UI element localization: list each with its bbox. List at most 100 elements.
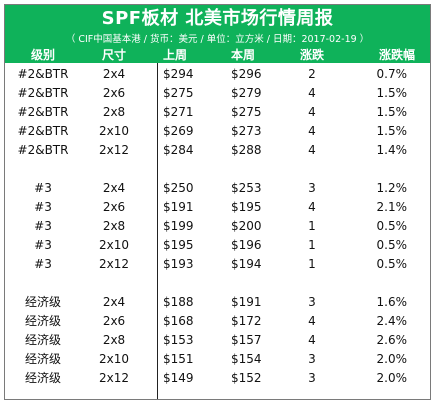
cell-grade: #2&BTR: [17, 86, 69, 100]
table-row: 经济级 2x10 $151 $154 3 2.0%: [5, 350, 430, 369]
cell-change-pct: 2.4%: [376, 314, 408, 328]
cell-size: 2x10: [98, 238, 129, 252]
column-header-last-week: 上周: [163, 48, 188, 62]
cell-change: 3: [308, 295, 316, 309]
cell-change: 3: [308, 371, 316, 385]
cell-last-week: $294: [163, 67, 194, 81]
price-report-sheet: SPF板材 北美市场行情周报 （ CIF中国基本港 / 货币：美元 / 单位：立…: [4, 4, 431, 400]
cell-this-week: $275: [231, 105, 262, 119]
table-row: #2&BTR 2x6 $275 $279 4 1.5%: [5, 84, 430, 103]
cell-this-week: $279: [231, 86, 262, 100]
cell-this-week: $152: [231, 371, 262, 385]
cell-size: 2x8: [102, 333, 126, 347]
cell-grade: #2&BTR: [17, 124, 69, 138]
cell-change: 1: [308, 219, 316, 233]
cell-size: 2x4: [102, 67, 126, 81]
table-row: #2&BTR 2x12 $284 $288 4 1.4%: [5, 141, 430, 160]
cell-last-week: $199: [163, 219, 194, 233]
cell-change-pct: 2.6%: [376, 333, 408, 347]
table-row: #3 2x8 $199 $200 1 0.5%: [5, 217, 430, 236]
column-header-size: 尺寸: [101, 48, 126, 62]
cell-change: 1: [308, 257, 316, 271]
cell-size: 2x12: [98, 143, 129, 157]
table-row: 经济级 2x6 $168 $172 4 2.4%: [5, 312, 430, 331]
cell-change-pct: 0.5%: [376, 238, 408, 252]
cell-change-pct: 1.4%: [376, 143, 408, 157]
cell-last-week: $193: [163, 257, 194, 271]
cell-this-week: $288: [231, 143, 262, 157]
cell-last-week: $269: [163, 124, 194, 138]
cell-size: 2x8: [102, 105, 126, 119]
cell-last-week: $275: [163, 86, 194, 100]
cell-last-week: $191: [163, 200, 194, 214]
cell-change-pct: 1.5%: [376, 86, 408, 100]
report-header: SPF板材 北美市场行情周报 （ CIF中国基本港 / 货币：美元 / 单位：立…: [5, 5, 430, 47]
cell-grade: 经济级: [24, 371, 61, 385]
cell-grade: 经济级: [24, 352, 61, 366]
cell-this-week: $157: [231, 333, 262, 347]
cell-grade: #3: [34, 219, 52, 233]
column-header-this-week: 本周: [231, 48, 256, 62]
cell-size: 2x4: [102, 295, 126, 309]
cell-this-week: $196: [231, 238, 262, 252]
cell-size: 2x10: [98, 124, 129, 138]
cell-size: 2x12: [98, 371, 129, 385]
cell-size: 2x4: [102, 181, 126, 195]
cell-last-week: $153: [163, 333, 194, 347]
price-table-body: #2&BTR 2x4 $294 $296 2 0.7% #2&BTR 2x6 $275 $279 4…: [5, 63, 430, 399]
cell-this-week: $172: [231, 314, 262, 328]
cell-grade: #2&BTR: [17, 143, 69, 157]
cell-change: 4: [308, 86, 316, 100]
column-divider: [157, 63, 158, 399]
column-header-change: 涨跌: [299, 48, 324, 62]
cell-this-week: $195: [231, 200, 262, 214]
cell-change: 4: [308, 333, 316, 347]
cell-change: 3: [308, 181, 316, 195]
cell-this-week: $194: [231, 257, 262, 271]
report-subtitle: （ CIF中国基本港 / 货币：美元 / 单位：立方米 / 日期：2017-02…: [65, 34, 370, 45]
cell-size: 2x8: [102, 219, 126, 233]
cell-grade: #2&BTR: [17, 105, 69, 119]
cell-this-week: $200: [231, 219, 262, 233]
table-row: #3 2x10 $195 $196 1 0.5%: [5, 236, 430, 255]
cell-change-pct: 1.5%: [376, 105, 408, 119]
cell-size: 2x6: [102, 314, 126, 328]
table-row: #3 2x6 $191 $195 4 2.1%: [5, 198, 430, 217]
cell-change: 4: [308, 124, 316, 138]
cell-grade: #2&BTR: [17, 67, 69, 81]
table-row: 经济级 2x4 $188 $191 3 1.6%: [5, 293, 430, 312]
cell-change: 4: [308, 200, 316, 214]
cell-last-week: $168: [163, 314, 194, 328]
cell-last-week: $188: [163, 295, 194, 309]
cell-change-pct: 1.2%: [376, 181, 408, 195]
column-header-row: 级别 尺寸 上周 本周 涨跌 涨跌幅: [5, 47, 430, 63]
cell-size: 2x6: [102, 200, 126, 214]
cell-last-week: $151: [163, 352, 194, 366]
cell-grade: 经济级: [24, 295, 61, 309]
column-header-change-pct: 涨跌幅: [378, 48, 415, 62]
cell-grade: 经济级: [24, 333, 61, 347]
table-row: #2&BTR 2x8 $271 $275 4 1.5%: [5, 103, 430, 122]
cell-change-pct: 1.5%: [376, 124, 408, 138]
cell-last-week: $284: [163, 143, 194, 157]
column-header-grade: 级别: [30, 48, 55, 62]
cell-last-week: $149: [163, 371, 194, 385]
cell-grade: #3: [34, 181, 52, 195]
cell-this-week: $273: [231, 124, 262, 138]
cell-size: 2x10: [98, 352, 129, 366]
cell-change: 4: [308, 314, 316, 328]
table-row: 经济级 2x12 $149 $152 3 2.0%: [5, 369, 430, 388]
table-row: #2&BTR 2x4 $294 $296 2 0.7%: [5, 65, 430, 84]
cell-change-pct: 0.5%: [376, 219, 408, 233]
table-row: #3 2x4 $250 $253 3 1.2%: [5, 179, 430, 198]
cell-this-week: $191: [231, 295, 262, 309]
cell-grade: #3: [34, 200, 52, 214]
cell-change-pct: 0.5%: [376, 257, 408, 271]
table-row: #3 2x12 $193 $194 1 0.5%: [5, 255, 430, 274]
cell-last-week: $271: [163, 105, 194, 119]
cell-grade: #3: [34, 257, 52, 271]
cell-change-pct: 2.0%: [376, 352, 408, 366]
cell-last-week: $195: [163, 238, 194, 252]
cell-change: 2: [308, 67, 316, 81]
cell-change-pct: 0.7%: [376, 67, 408, 81]
